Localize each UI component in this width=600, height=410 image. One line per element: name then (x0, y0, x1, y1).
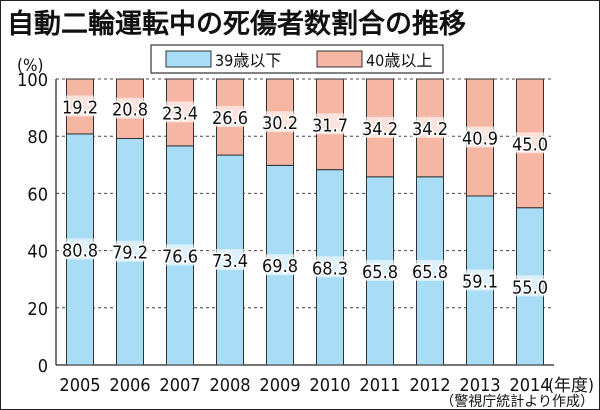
legend-label-under39: 39歳以下 (215, 51, 281, 70)
data-label: 30.2 (262, 113, 298, 134)
y-axis-unit: (%) (17, 56, 43, 76)
data-label: 79.2 (112, 243, 148, 264)
data-label: 59.1 (462, 271, 498, 292)
data-label-halo (311, 256, 349, 278)
data-label: 34.2 (412, 119, 448, 140)
data-label-halo (61, 95, 99, 117)
data-label: 31.7 (312, 115, 348, 136)
x-tick-label: 2005 (59, 375, 100, 396)
data-label: 80.8 (62, 240, 98, 261)
data-label: 68.3 (312, 258, 348, 279)
x-tick-label: 2010 (309, 375, 350, 396)
data-label-halo (361, 116, 399, 138)
x-tick-label: 2012 (409, 375, 450, 396)
data-label: 20.8 (112, 100, 148, 121)
y-tick-label: 20 (27, 299, 48, 320)
data-label: 69.8 (262, 256, 298, 277)
legend-swatch-under39 (165, 50, 212, 68)
data-label-halo (461, 269, 499, 291)
data-label: 65.8 (362, 262, 398, 283)
x-tick-label: 2013 (459, 375, 500, 396)
y-tick-label: 60 (27, 184, 48, 205)
data-label: 45.0 (512, 134, 548, 155)
data-label-halo (161, 101, 199, 123)
data-label: 26.6 (212, 108, 248, 129)
data-label: 19.2 (62, 97, 98, 118)
x-axis-unit: (年度) (548, 376, 594, 396)
data-label-halo (311, 113, 349, 135)
y-tick-label: 0 (38, 356, 48, 377)
data-label-halo (111, 97, 149, 119)
data-label-halo (211, 106, 249, 128)
data-label-halo (411, 259, 449, 281)
data-label-halo (461, 126, 499, 148)
data-label: 65.8 (412, 262, 448, 283)
data-label: 55.0 (512, 277, 548, 298)
data-label: 23.4 (162, 103, 198, 124)
data-label-halo (211, 249, 249, 271)
x-tick-label: 2006 (109, 375, 150, 396)
data-label-halo (511, 132, 549, 154)
data-label: 40.9 (462, 128, 498, 149)
data-label: 34.2 (362, 119, 398, 140)
data-label-halo (411, 116, 449, 138)
data-label-halo (111, 240, 149, 262)
data-label-halo (511, 275, 549, 297)
chart-title: 自動二輪運転中の死傷者数割合の推移 (7, 8, 466, 40)
data-label: 76.6 (162, 246, 198, 267)
legend-swatch-40plus (316, 50, 363, 68)
y-tick-label: 80 (27, 127, 48, 148)
source-note: （警視庁統計より作成） (440, 394, 594, 409)
x-tick-label: 2008 (209, 375, 250, 396)
legend-label-40plus: 40歳以上 (366, 51, 432, 70)
x-tick-label: 2007 (159, 375, 200, 396)
legend: 39歳以下 40歳以上 (150, 44, 444, 74)
x-tick-label: 2014 (509, 375, 550, 396)
data-label: 73.4 (212, 251, 248, 272)
data-label-halo (161, 244, 199, 266)
data-label-halo (61, 238, 99, 260)
data-label-halo (261, 254, 299, 276)
y-tick-label: 40 (27, 242, 48, 263)
x-tick-label: 2009 (259, 375, 300, 396)
data-label-halo (361, 259, 399, 281)
y-tick-label: 100 (17, 70, 48, 91)
data-label-halo (261, 111, 299, 133)
x-tick-label: 2011 (359, 375, 400, 396)
